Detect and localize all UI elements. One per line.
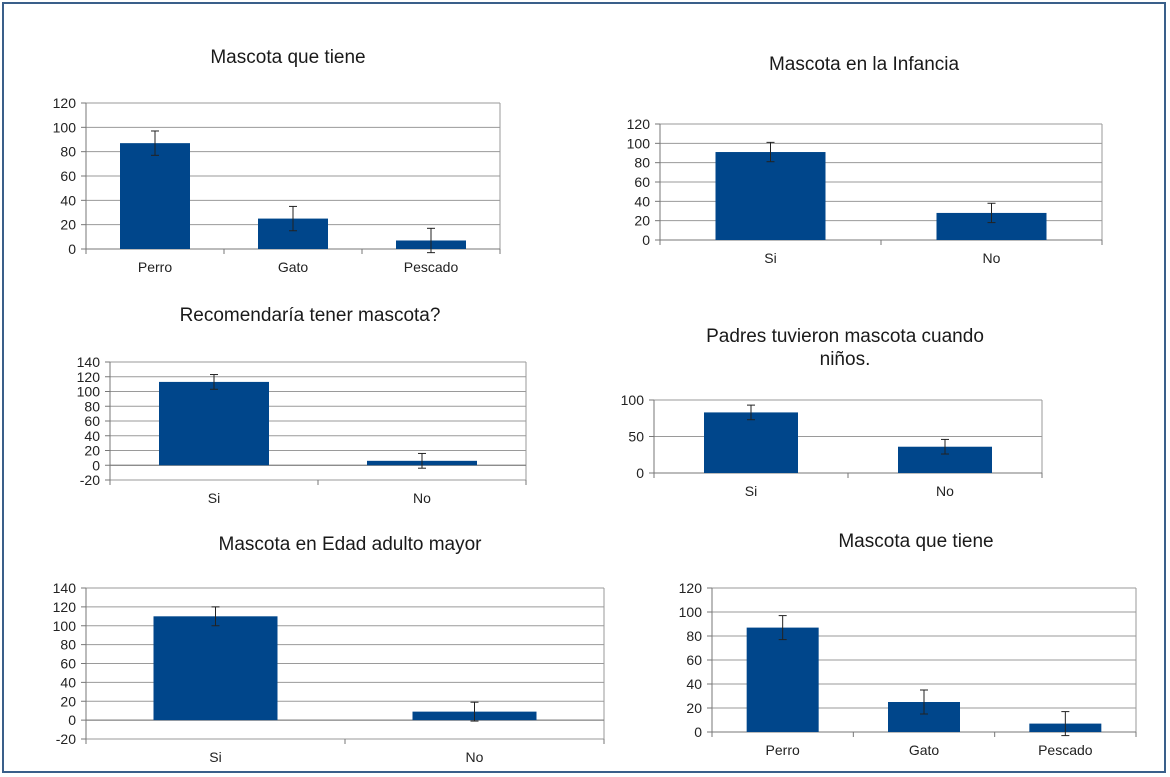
y-tick-label: 40 (84, 428, 100, 444)
y-tick-label: 20 (686, 700, 702, 716)
x-tick-label: No (983, 250, 1001, 266)
y-tick-label: 0 (694, 724, 702, 740)
y-tick-label: 80 (686, 628, 702, 644)
y-tick-label: 100 (621, 392, 645, 408)
y-tick-label: 0 (92, 457, 100, 473)
y-tick-label: 20 (60, 693, 76, 709)
y-tick-label: 120 (53, 95, 77, 111)
y-tick-label: -20 (56, 731, 76, 747)
y-tick-label: 20 (634, 213, 650, 229)
y-tick-label: 80 (84, 398, 100, 414)
bar-si (704, 412, 798, 473)
x-tick-label: Gato (278, 259, 309, 275)
y-tick-label: 40 (60, 674, 76, 690)
y-tick-label: 60 (634, 174, 650, 190)
x-tick-label: Pescado (1038, 742, 1093, 758)
y-tick-label: 100 (627, 135, 651, 151)
bar-si (153, 616, 278, 721)
x-tick-label: Perro (766, 742, 800, 758)
x-tick-label: Perro (138, 259, 172, 275)
y-tick-label: 40 (60, 192, 76, 208)
y-tick-label: 120 (627, 116, 651, 132)
y-tick-label: 60 (60, 168, 76, 184)
y-tick-label: 40 (686, 676, 702, 692)
x-tick-label: No (936, 483, 954, 499)
y-tick-label: 0 (68, 712, 76, 728)
x-tick-label: No (413, 490, 431, 506)
x-tick-label: Si (745, 483, 757, 499)
y-tick-label: 100 (53, 119, 77, 135)
x-tick-label: Si (208, 490, 220, 506)
x-tick-label: Gato (909, 742, 940, 758)
y-tick-label: 0 (68, 241, 76, 257)
y-tick-label: 60 (686, 652, 702, 668)
bar-perro (120, 143, 190, 249)
y-tick-label: 20 (60, 217, 76, 233)
y-tick-label: 120 (77, 369, 101, 385)
y-tick-label: 80 (60, 637, 76, 653)
x-tick-label: No (466, 749, 484, 765)
x-tick-label: Pescado (404, 259, 459, 275)
x-tick-label: Si (764, 250, 776, 266)
chart-title: Mascota que tiene (838, 531, 993, 552)
chart-6: Mascota que tiene 0 20 40 60 80 100 120 Perro Gat… (679, 531, 1137, 758)
y-tick-label: 0 (636, 465, 644, 481)
y-tick-label: 50 (628, 429, 644, 445)
chart-title: Padres tuvieron mascota cuando (706, 326, 984, 347)
chart-title: niños. (820, 349, 871, 370)
y-tick-label: 80 (60, 144, 76, 160)
bar-si (159, 381, 269, 466)
y-tick-label: 100 (679, 604, 703, 620)
y-tick-label: 120 (679, 580, 703, 596)
y-tick-label: 20 (84, 443, 100, 459)
chart-1: Mascota que tiene 0 20 40 60 80 100 120 Perro Gat… (53, 47, 501, 275)
y-tick-label: 40 (634, 193, 650, 209)
bar-perro (746, 627, 819, 732)
y-tick-label: 140 (77, 354, 101, 370)
y-tick-label: 100 (77, 384, 101, 400)
chart-title: Recomendaría tener mascota? (180, 305, 441, 326)
y-tick-label: 80 (634, 155, 650, 171)
bar-si (715, 152, 826, 240)
y-tick-label: 120 (53, 599, 77, 615)
y-tick-label: -20 (80, 472, 100, 488)
chart-title: Mascota que tiene (210, 47, 365, 68)
x-tick-label: Si (209, 749, 221, 765)
y-tick-label: 0 (642, 232, 650, 248)
y-tick-label: 100 (53, 618, 77, 634)
y-tick-label: 60 (84, 413, 100, 429)
chart-title: Mascota en Edad adulto mayor (219, 534, 483, 555)
y-tick-label: 140 (53, 580, 77, 596)
chart-title: Mascota en la Infancia (769, 54, 960, 75)
chart-2: Mascota en la Infancia 0 20 40 60 80 100 120 Si N… (627, 54, 1103, 266)
chart-5: Mascota en Edad adulto mayor -20 0 20 40 60 80… (53, 534, 605, 765)
y-tick-label: 60 (60, 656, 76, 672)
chart-3: Recomendaría tener mascota?-200204060801… (77, 305, 527, 506)
